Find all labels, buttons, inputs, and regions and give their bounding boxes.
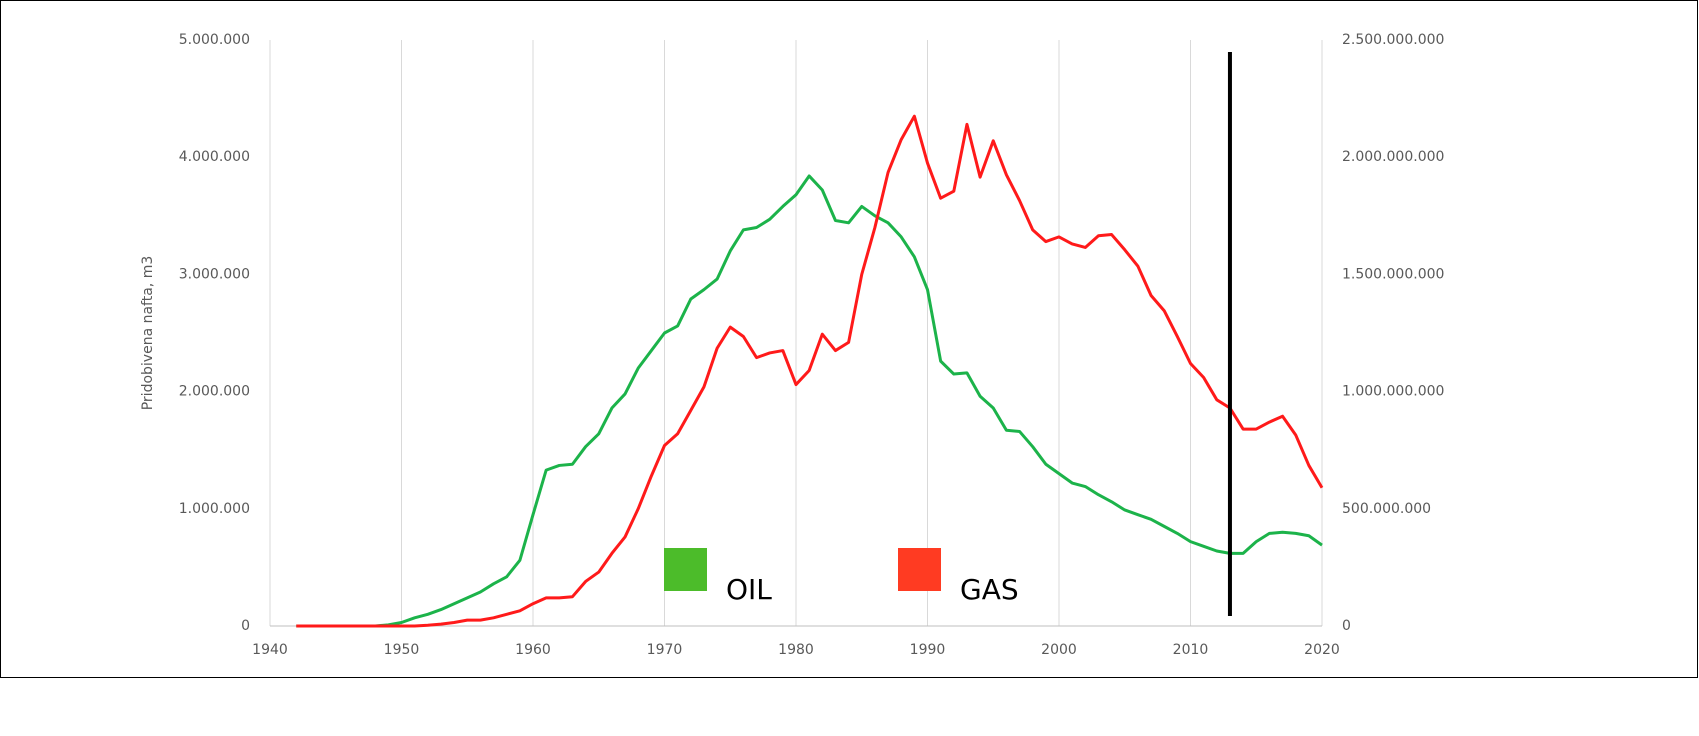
x-tick-label: 1980 — [778, 642, 814, 658]
y2-tick-label: 1.000.000.000 — [1342, 384, 1444, 400]
y-tick-label: 1.000.000 — [179, 501, 250, 517]
x-tick-label: 1960 — [515, 642, 551, 658]
legend-label: GAS — [960, 573, 1019, 606]
y-tick-label: 2.000.000 — [179, 384, 250, 400]
series-line — [296, 174, 1323, 628]
x-tick-label: 1940 — [252, 642, 288, 658]
legend-label: OIL — [726, 573, 772, 606]
y-axis-label: Pridobivena nafta, m3 — [140, 256, 156, 411]
x-tick-label: 1950 — [384, 642, 420, 658]
y2-tick-label: 0 — [1342, 618, 1351, 634]
x-tick-label: 1990 — [910, 642, 946, 658]
y2-tick-label: 1.500.000.000 — [1342, 266, 1444, 282]
y-tick-label: 3.000.000 — [179, 266, 250, 282]
y2-tick-label: 2.500.000.000 — [1342, 32, 1444, 48]
y2-tick-label: 500.000.000 — [1342, 501, 1431, 517]
x-tick-label: 2020 — [1304, 642, 1340, 658]
x-tick-label: 1970 — [647, 642, 683, 658]
series-line — [296, 114, 1324, 628]
y-tick-label: 0 — [241, 618, 250, 634]
y-tick-label: 5.000.000 — [179, 32, 250, 48]
legend-swatch — [898, 548, 941, 591]
x-tick-label: 2010 — [1173, 642, 1209, 658]
y-tick-label: 4.000.000 — [179, 149, 250, 165]
legend-swatch — [664, 548, 707, 591]
x-tick-label: 2000 — [1041, 642, 1077, 658]
y2-tick-label: 2.000.000.000 — [1342, 149, 1444, 165]
